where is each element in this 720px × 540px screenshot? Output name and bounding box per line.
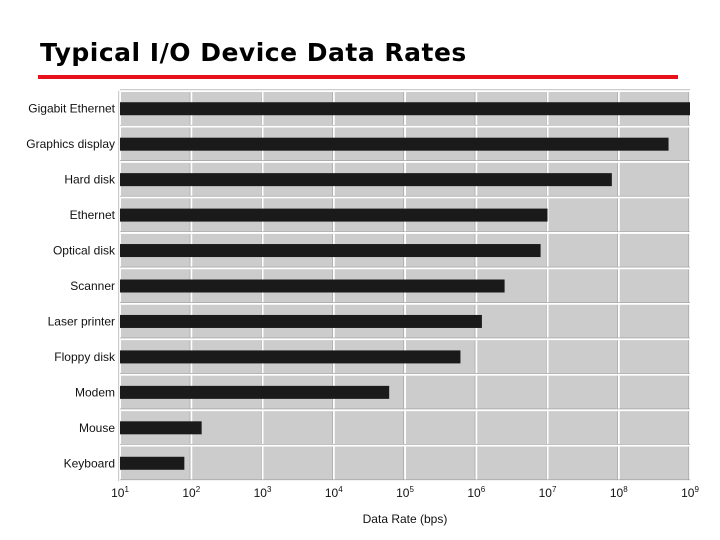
category-label: Optical disk (53, 244, 116, 258)
x-tick-label: 101 (111, 485, 129, 500)
category-label: Modem (75, 385, 115, 399)
bar (120, 385, 390, 399)
category-label: Ethernet (70, 208, 116, 222)
bar (120, 456, 185, 470)
bars (120, 102, 690, 470)
category-label: Mouse (79, 421, 115, 435)
bar (120, 137, 669, 151)
x-tick-label: 105 (396, 485, 414, 500)
title-underline (38, 75, 678, 79)
bar (120, 279, 505, 293)
bar (120, 208, 548, 222)
bar (120, 173, 612, 187)
category-label: Keyboard (64, 456, 115, 470)
x-tick-label: 102 (182, 485, 200, 500)
category-label: Hard disk (64, 173, 116, 187)
x-axis-title: Data Rate (bps) (363, 512, 448, 526)
x-tick-labels: 101 102 103 104 105 106 107 108 109 (111, 485, 699, 500)
x-tick-label: 109 (681, 485, 699, 500)
category-label: Floppy disk (54, 350, 116, 364)
category-label: Gigabit Ethernet (28, 102, 115, 116)
bar (120, 314, 482, 328)
category-labels: Gigabit Ethernet Graphics display Hard dis… (26, 102, 116, 471)
bar (120, 102, 690, 116)
category-label: Graphics display (26, 137, 115, 151)
bar (120, 244, 541, 258)
bar (120, 421, 202, 435)
x-tick-label: 106 (467, 485, 485, 500)
bar (120, 350, 461, 364)
x-tick-label: 108 (610, 485, 628, 500)
category-label: Scanner (70, 279, 115, 293)
x-tick-label: 107 (539, 485, 557, 500)
x-tick-label: 103 (254, 485, 272, 500)
x-tick-label: 104 (325, 485, 343, 500)
category-label: Laser printer (48, 314, 115, 328)
slide-title: Typical I/O Device Data Rates (40, 38, 467, 67)
